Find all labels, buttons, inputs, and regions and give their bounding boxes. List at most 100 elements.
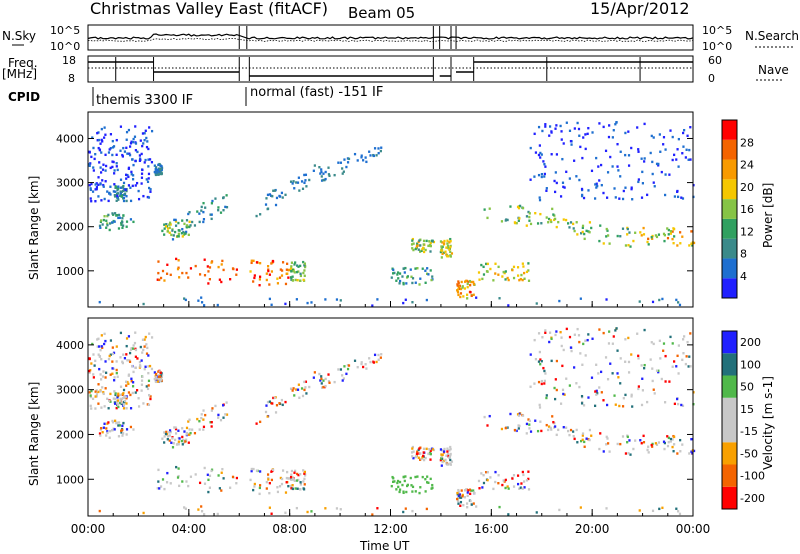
power-cell: [147, 196, 151, 199]
velocity-cell: [291, 389, 294, 392]
velocity-ylabel: Slant Range [km]: [27, 382, 41, 486]
power-cell: [99, 183, 102, 186]
power-cell: [125, 199, 128, 203]
velocity-cell: [640, 403, 644, 407]
velocity-cell: [636, 332, 639, 335]
velocity-cell: [664, 380, 667, 383]
velocity-cell: [97, 345, 101, 348]
velocity-cell: [506, 426, 509, 429]
power-cell: [627, 164, 631, 167]
velocity-cell: [115, 368, 118, 372]
power-colorbar-swatch: [722, 278, 737, 298]
velocity-cell: [210, 409, 214, 412]
velocity-cell: [671, 445, 674, 449]
velocity-cell: [278, 402, 281, 405]
velocity-cell: [207, 490, 210, 494]
power-cell: [469, 291, 472, 294]
power-cell: [148, 158, 152, 161]
power-cell: [131, 158, 134, 161]
velocity-cell: [573, 366, 576, 369]
velocity-cell: [554, 425, 557, 428]
power-cell: [477, 271, 481, 274]
velocity-cell: [590, 376, 594, 379]
power-cell: [681, 197, 685, 200]
power-cell: [158, 278, 161, 282]
velocity-cell: [116, 403, 120, 406]
power-cell: [341, 167, 344, 170]
velocity-cell: [639, 439, 642, 442]
power-cell: [398, 282, 401, 285]
velocity-cell: [120, 402, 123, 406]
power-cell: [163, 223, 166, 226]
power-cell: [593, 197, 597, 200]
velocity-cell: [540, 429, 543, 433]
power-cell: [125, 173, 128, 177]
power-cell: [156, 278, 159, 281]
velocity-cell: [611, 342, 614, 345]
velocity-cell: [415, 452, 419, 455]
power-cell: [422, 243, 425, 246]
power-cell: [446, 255, 449, 258]
velocity-cell: [320, 377, 323, 380]
velocity-cell: [322, 385, 325, 389]
velocity-cell: [102, 426, 105, 429]
velocity-cell: [572, 435, 575, 438]
power-cell: [273, 189, 276, 192]
power-cell: [616, 142, 619, 146]
velocity-cell: [662, 349, 665, 352]
power-cell: [286, 262, 289, 265]
velocity-cell: [121, 424, 124, 428]
power-cell: [629, 245, 632, 248]
velocity-cell: [115, 345, 118, 348]
power-cell: [396, 271, 400, 274]
power-cell: [96, 131, 99, 135]
power-cell: [602, 242, 605, 245]
velocity-cell: [411, 455, 414, 458]
power-cell: [188, 225, 191, 229]
velocity-cell: [401, 483, 404, 487]
power-cell: [109, 185, 112, 188]
power-cell: [657, 164, 660, 167]
power-cell: [119, 190, 122, 193]
velocity-cell: [250, 467, 253, 471]
power-cell: [117, 186, 120, 190]
power-cell: [163, 233, 166, 236]
velocity-cell: [288, 477, 291, 480]
velocity-cell: [341, 374, 344, 377]
power-cell: [122, 224, 125, 227]
velocity-cell: [135, 389, 139, 392]
power-cell: [298, 189, 301, 192]
frequency-traces: [88, 57, 693, 81]
power-cell: [669, 129, 672, 132]
velocity-cell: [539, 358, 542, 361]
power-ylabel: Slant Range [km]: [27, 176, 41, 280]
power-cell: [609, 155, 612, 159]
velocity-cell: [108, 436, 111, 439]
velocity-cell: [525, 422, 529, 426]
velocity-cell: [641, 389, 644, 392]
velocity-cell: [459, 504, 462, 508]
velocity-cell: [431, 448, 434, 451]
velocity-cell: [302, 487, 305, 490]
velocity-cell: [138, 360, 142, 364]
velocity-colorbar-swatch: [722, 464, 737, 487]
power-cell: [229, 278, 232, 281]
noise-left-label: N.Sky: [2, 29, 36, 43]
velocity-cell: [375, 360, 378, 364]
velocity-cell: [136, 357, 139, 360]
velocity-cell: [129, 425, 133, 429]
velocity-cell: [305, 392, 308, 395]
velocity-cell: [605, 507, 608, 510]
power-cell: [624, 244, 628, 247]
power-cell: [259, 213, 262, 216]
velocity-cell: [147, 379, 151, 383]
velocity-cell: [449, 463, 452, 466]
velocity-cell: [666, 435, 669, 438]
power-cell: [99, 166, 102, 169]
velocity-cell: [422, 454, 425, 458]
power-cell: [104, 180, 107, 183]
velocity-cell: [114, 392, 117, 395]
power-cell: [95, 182, 98, 185]
velocity-cell: [337, 368, 340, 371]
velocity-cell: [548, 331, 552, 334]
